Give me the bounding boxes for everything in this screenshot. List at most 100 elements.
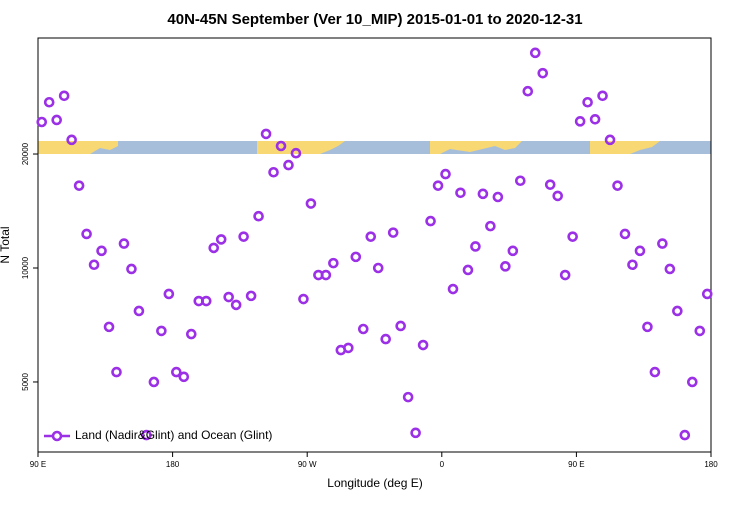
point xyxy=(544,179,556,190)
point xyxy=(253,210,264,222)
point xyxy=(477,188,489,200)
point xyxy=(200,295,212,307)
point xyxy=(402,391,414,403)
point xyxy=(350,251,362,263)
point xyxy=(589,114,601,125)
point xyxy=(343,342,354,354)
point xyxy=(178,371,190,383)
point xyxy=(163,288,175,300)
y-tick-label: 5000 xyxy=(21,373,30,391)
point xyxy=(432,180,444,191)
point xyxy=(649,366,661,378)
point xyxy=(687,376,698,388)
point xyxy=(522,85,534,97)
point xyxy=(357,323,369,335)
point xyxy=(156,325,167,337)
point xyxy=(672,305,683,317)
point xyxy=(694,325,706,337)
plot-frame xyxy=(37,37,712,453)
point xyxy=(111,366,122,378)
point xyxy=(238,231,249,242)
point xyxy=(215,234,227,245)
point xyxy=(574,116,586,127)
point xyxy=(500,261,511,272)
point xyxy=(657,238,668,249)
x-tick-label: 90 E xyxy=(30,460,46,469)
x-tick-label: 0 xyxy=(440,460,445,469)
point xyxy=(81,228,92,240)
point xyxy=(141,429,152,441)
point xyxy=(372,262,384,274)
point xyxy=(148,376,160,388)
point xyxy=(283,159,294,171)
point xyxy=(604,134,616,146)
point xyxy=(320,269,332,281)
point xyxy=(66,134,77,146)
legend-label: Land (Nadir&Glint) and Ocean (Glint) xyxy=(75,428,272,442)
x-tick-label: 90 W xyxy=(298,460,317,469)
point xyxy=(425,215,436,227)
point xyxy=(73,180,85,191)
point xyxy=(447,283,459,295)
point xyxy=(627,259,638,271)
point xyxy=(537,67,549,79)
point xyxy=(597,90,608,102)
point xyxy=(208,242,220,254)
point xyxy=(515,175,526,187)
point xyxy=(380,333,392,345)
point xyxy=(567,231,578,242)
point xyxy=(36,116,48,128)
x-axis-label: Longitude (deg E) xyxy=(327,476,422,490)
point xyxy=(245,290,257,302)
point xyxy=(664,263,676,275)
point xyxy=(507,245,519,257)
point xyxy=(133,305,145,317)
point xyxy=(268,166,279,178)
chart-title: 40N-45N September (Ver 10_MIP) 2015-01-0… xyxy=(167,11,582,28)
legend-marker xyxy=(51,430,63,442)
point xyxy=(126,263,137,275)
point xyxy=(492,191,504,203)
point xyxy=(58,90,70,102)
point xyxy=(582,96,593,108)
point xyxy=(96,245,107,257)
point xyxy=(365,231,377,242)
point xyxy=(328,257,339,269)
point xyxy=(171,366,182,378)
point xyxy=(701,288,713,300)
x-tick-label: 180 xyxy=(704,460,718,469)
point xyxy=(642,321,653,333)
point xyxy=(679,429,691,441)
point xyxy=(43,96,55,108)
point xyxy=(529,47,541,59)
point xyxy=(395,320,406,332)
point xyxy=(552,190,564,202)
point xyxy=(634,245,646,257)
point xyxy=(410,427,421,439)
point xyxy=(290,147,302,159)
point xyxy=(470,241,481,252)
y-axis-label: N Total xyxy=(0,226,12,263)
point xyxy=(223,291,234,303)
map-strip xyxy=(38,141,711,154)
x-tick-label: 180 xyxy=(166,460,180,469)
point xyxy=(185,328,197,340)
point xyxy=(559,269,571,281)
point xyxy=(118,238,130,249)
y-tick-label: 10000 xyxy=(21,256,30,279)
point xyxy=(298,293,309,305)
point xyxy=(260,128,272,140)
point xyxy=(455,187,466,199)
point xyxy=(440,168,451,180)
point xyxy=(275,140,287,152)
x-tick-label: 90 E xyxy=(568,460,584,469)
point xyxy=(417,339,429,351)
point xyxy=(387,227,399,238)
y-tick-label: 20000 xyxy=(21,142,30,165)
point xyxy=(51,114,62,126)
point xyxy=(103,321,115,333)
point xyxy=(619,228,631,240)
point xyxy=(462,264,474,276)
point xyxy=(88,259,100,271)
